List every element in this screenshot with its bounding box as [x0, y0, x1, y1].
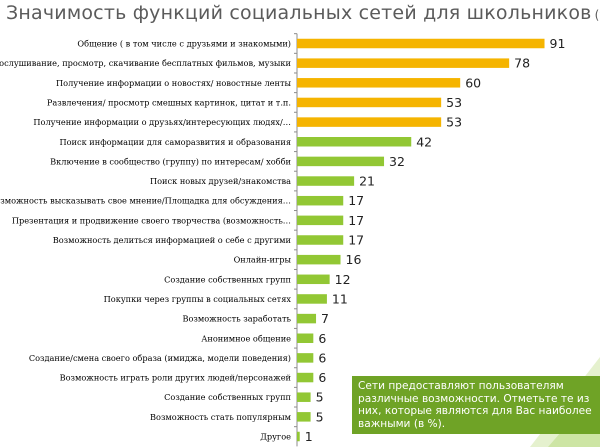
value-label: 6	[318, 331, 326, 346]
value-label: 1	[305, 429, 313, 444]
category-label: Возможность заработать	[182, 314, 291, 324]
value-label: 6	[318, 370, 326, 385]
category-label: Поиск новых друзей/знакомства	[150, 176, 291, 186]
chart-title-unit: (%)	[594, 8, 600, 22]
value-label: 78	[514, 56, 530, 71]
category-label: Получение информации о новостях/ новостн…	[56, 78, 291, 88]
value-label: 53	[446, 115, 462, 130]
category-label: Развлечения/ просмотр смешных картинок, …	[47, 97, 291, 107]
bar-8	[297, 176, 355, 186]
bar-7	[297, 156, 385, 167]
value-label: 21	[359, 174, 375, 189]
question-note: Сети предоставляют пользователям различн…	[352, 376, 600, 434]
category-label: Возможность высказывать свое мнение/Площ…	[0, 196, 291, 206]
bar-3	[297, 78, 461, 88]
value-label: 11	[332, 291, 348, 306]
category-label: Общение ( в том числе с друзьями и знако…	[77, 39, 291, 49]
category-label: Прослушивание, просмотр, скачивание бесп…	[0, 58, 292, 68]
chart-title-row: Значимость функций социальных сетей для …	[6, 2, 600, 32]
category-label: Создание/смена своего образа (имиджа, мо…	[29, 353, 291, 363]
category-label: Другое	[260, 432, 291, 442]
value-label: 6	[318, 350, 326, 365]
value-label: 17	[348, 233, 364, 248]
category-label: Возможность стать популярным	[150, 412, 292, 422]
bar-9	[297, 195, 344, 206]
value-label: 91	[550, 36, 566, 51]
bar-4	[297, 97, 442, 108]
category-label: Возможность делиться информацией о себе …	[53, 235, 292, 245]
category-label: Включение в сообщество (группу) по интер…	[50, 156, 291, 166]
bar-2	[297, 58, 510, 68]
value-label: 5	[316, 390, 324, 405]
value-label: 5	[316, 409, 324, 424]
bar-11	[297, 235, 344, 245]
category-label: Возможность играть роли других людей/пер…	[60, 373, 292, 383]
value-label: 32	[389, 154, 405, 169]
bar-14	[297, 294, 327, 304]
category-label: Онлайн-игры	[234, 255, 292, 265]
chart-title: Значимость функций социальных сетей для …	[6, 2, 592, 24]
value-label: 60	[465, 75, 481, 90]
value-label: 17	[348, 213, 364, 228]
value-label: 12	[335, 272, 351, 287]
value-label: 42	[416, 134, 432, 149]
category-label: Покупки через группы в социальных сетях	[104, 294, 292, 304]
bar-5	[297, 117, 442, 127]
value-label: 17	[348, 193, 364, 208]
bar-1	[297, 38, 545, 49]
category-label: Получение информации о друзьях/интересую…	[33, 117, 291, 127]
bar-17	[297, 353, 314, 363]
bar-10	[297, 215, 344, 226]
category-label: Поиск информации для саморазвития и обра…	[59, 137, 291, 147]
bar-12	[297, 254, 341, 265]
value-label: 7	[321, 311, 329, 326]
bar-16	[297, 333, 314, 343]
value-label: 16	[346, 252, 362, 267]
category-label: Презентация и продвижение своего творчес…	[12, 215, 291, 225]
bar-13	[297, 274, 330, 285]
bar-18	[297, 372, 314, 383]
bar-6	[297, 137, 412, 147]
category-label: Создание собственных групп	[164, 392, 291, 402]
category-label: Создание собственных групп	[164, 274, 291, 284]
bar-21	[297, 431, 300, 442]
bar-20	[297, 412, 311, 422]
bar-15	[297, 313, 317, 324]
category-label: Анонимное общение	[201, 333, 291, 343]
bar-19	[297, 392, 311, 402]
value-label: 53	[446, 95, 462, 110]
